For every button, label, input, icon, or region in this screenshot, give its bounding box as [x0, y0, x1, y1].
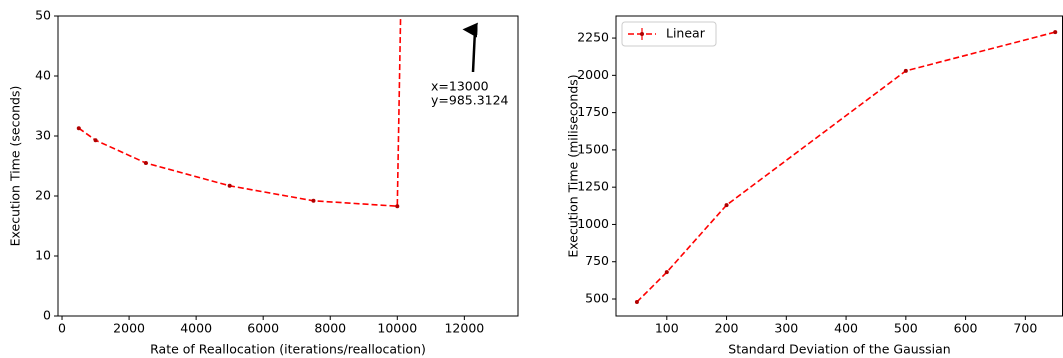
x-tick-label: 4000	[180, 321, 212, 336]
x-tick-label: 300	[774, 321, 798, 336]
y-tick-label: 0	[43, 308, 51, 323]
data-point	[311, 198, 316, 203]
y-tick-label: 1750	[577, 104, 609, 119]
y-tick-label: 2000	[577, 67, 609, 82]
data-point	[395, 204, 400, 209]
legend-marker	[640, 32, 644, 36]
x-tick-label: 100	[655, 321, 679, 336]
x-axis-label: Rate of Reallocation (iterations/realloc…	[150, 342, 426, 357]
data-point	[93, 138, 98, 143]
x-tick-label: 200	[715, 321, 739, 336]
plot-area	[634, 30, 1058, 304]
y-tick-label: 750	[585, 253, 609, 268]
legend-box	[621, 21, 717, 47]
annotation: x=13000	[431, 79, 489, 94]
legend-label: Linear	[666, 26, 706, 41]
y-tick-label: 1000	[577, 216, 609, 231]
data-point	[903, 68, 908, 73]
x-tick-label: 12000	[444, 321, 484, 336]
y-tick-label: 1250	[577, 179, 609, 194]
data-point	[227, 183, 232, 188]
y-tick-label: 40	[35, 68, 51, 83]
x-tick-label: 400	[834, 321, 858, 336]
y-tick-label: 1500	[577, 141, 609, 156]
x-tick-label: 8000	[314, 321, 346, 336]
y-axis-label: Execution Time (miliseconds)	[566, 74, 581, 257]
annotation: y=985.3124	[431, 93, 509, 108]
annotation-arrow	[462, 22, 478, 73]
y-tick-label: 500	[585, 291, 609, 306]
data-point	[634, 299, 639, 304]
data-point	[1053, 30, 1058, 35]
axes-frame	[57, 15, 519, 317]
x-tick-label: 500	[894, 321, 918, 336]
data-point	[76, 126, 81, 131]
data-point	[724, 203, 729, 208]
data-point	[664, 270, 669, 275]
x-tick-label: 0	[58, 321, 66, 336]
x-tick-label: 700	[1013, 321, 1037, 336]
y-tick-label: 2250	[577, 30, 609, 45]
data-point	[143, 161, 148, 165]
x-tick-label: 10000	[377, 321, 417, 336]
x-tick-label: 6000	[247, 321, 279, 336]
x-tick-label: 600	[954, 321, 978, 336]
axes-frame	[615, 15, 1063, 317]
plot-area	[76, 16, 402, 209]
y-axis-label: Execution Time (seconds)	[8, 86, 23, 247]
y-tick-label: 30	[35, 128, 51, 143]
data-line	[636, 31, 1056, 303]
x-axis-label: Standard Deviation of the Gaussian	[728, 342, 950, 357]
y-tick-label: 20	[35, 188, 51, 203]
y-tick-label: 50	[35, 8, 51, 23]
y-tick-label: 10	[35, 248, 51, 263]
x-tick-label: 2000	[113, 321, 145, 336]
